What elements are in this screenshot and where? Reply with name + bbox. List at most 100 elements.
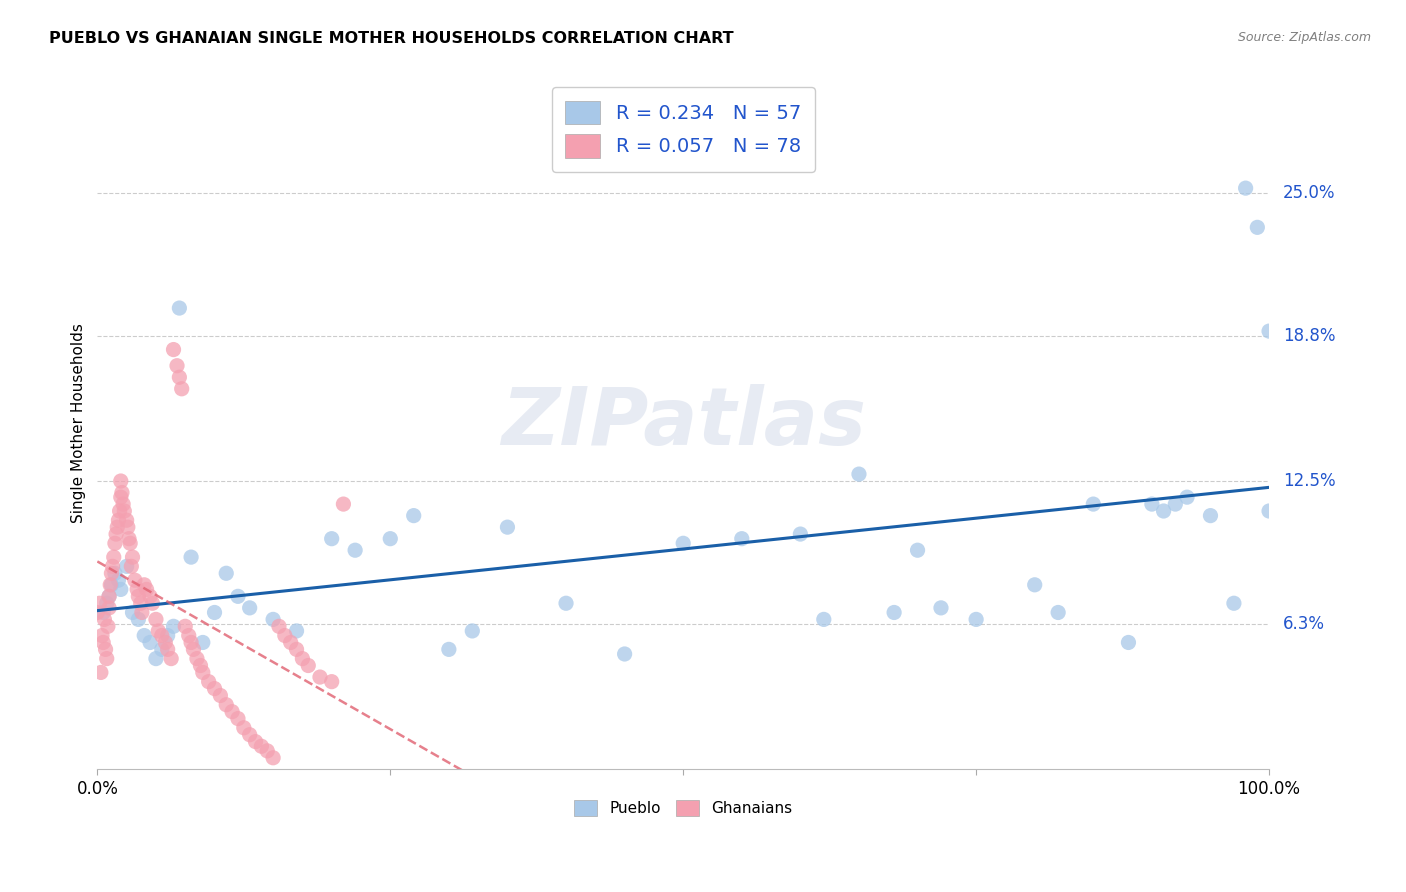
Point <box>437 642 460 657</box>
Point <box>1140 497 1163 511</box>
Point <box>402 508 425 523</box>
Point <box>124 573 146 587</box>
Point <box>297 658 319 673</box>
Point <box>965 612 987 626</box>
Point <box>1199 508 1222 523</box>
Point <box>197 674 219 689</box>
Point <box>1083 497 1105 511</box>
Point <box>93 612 115 626</box>
Point <box>162 343 184 357</box>
Point <box>115 559 138 574</box>
Point <box>101 559 124 574</box>
Point <box>94 642 117 657</box>
Point <box>97 619 120 633</box>
Point <box>250 739 273 754</box>
Point <box>145 651 167 665</box>
Point <box>100 578 122 592</box>
Point <box>141 596 163 610</box>
Point <box>150 628 173 642</box>
Point <box>145 612 167 626</box>
Point <box>148 624 170 638</box>
Point <box>186 651 208 665</box>
Text: 18.8%: 18.8% <box>1284 326 1336 344</box>
Point <box>907 543 929 558</box>
Point <box>110 474 132 488</box>
Point <box>89 596 111 610</box>
Point <box>160 651 183 665</box>
Y-axis label: Single Mother Households: Single Mother Households <box>72 324 86 524</box>
Point <box>256 744 278 758</box>
Point <box>111 485 134 500</box>
Point <box>332 497 354 511</box>
Point <box>127 590 149 604</box>
Point <box>104 536 127 550</box>
Point <box>139 590 162 604</box>
Point <box>1234 181 1257 195</box>
Text: Source: ZipAtlas.com: Source: ZipAtlas.com <box>1237 31 1371 45</box>
Point <box>274 628 297 642</box>
Point <box>285 642 308 657</box>
Point <box>103 550 125 565</box>
Point <box>174 619 197 633</box>
Point <box>156 628 179 642</box>
Point <box>321 532 343 546</box>
Point <box>117 520 139 534</box>
Point <box>190 658 212 673</box>
Point <box>672 536 695 550</box>
Point <box>121 606 143 620</box>
Point <box>262 612 284 626</box>
Point <box>112 504 135 518</box>
Point <box>280 635 302 649</box>
Point <box>285 624 308 638</box>
Point <box>105 527 128 541</box>
Point <box>110 490 132 504</box>
Point <box>291 651 314 665</box>
Point <box>107 513 129 527</box>
Point <box>226 590 249 604</box>
Point <box>461 624 484 638</box>
Point <box>104 566 127 581</box>
Point <box>127 582 149 597</box>
Point <box>215 698 238 712</box>
Point <box>115 513 138 527</box>
Point <box>883 606 905 620</box>
Point <box>98 590 121 604</box>
Point <box>848 467 870 482</box>
Point <box>191 635 214 649</box>
Point <box>1246 220 1268 235</box>
Point <box>209 689 232 703</box>
Point <box>110 582 132 597</box>
Point <box>150 642 173 657</box>
Point <box>96 651 118 665</box>
Point <box>134 628 156 642</box>
Point <box>226 712 249 726</box>
Text: 12.5%: 12.5% <box>1284 472 1336 490</box>
Point <box>1258 504 1281 518</box>
Point <box>100 566 122 581</box>
Point <box>90 665 112 680</box>
Point <box>121 550 143 565</box>
Point <box>156 642 179 657</box>
Point <box>813 612 835 626</box>
Point <box>204 681 226 696</box>
Point <box>120 559 142 574</box>
Point <box>204 606 226 620</box>
Point <box>789 527 811 541</box>
Point <box>262 751 284 765</box>
Point <box>170 382 193 396</box>
Point <box>1153 504 1175 518</box>
Point <box>215 566 238 581</box>
Point <box>107 573 129 587</box>
Point <box>169 370 191 384</box>
Point <box>180 635 202 649</box>
Point <box>96 596 118 610</box>
Point <box>127 612 149 626</box>
Text: 6.3%: 6.3% <box>1284 615 1324 633</box>
Point <box>1223 596 1246 610</box>
Point <box>91 606 114 620</box>
Point <box>1047 606 1070 620</box>
Point <box>380 532 402 546</box>
Point <box>131 606 153 620</box>
Point <box>134 578 156 592</box>
Point <box>1118 635 1140 649</box>
